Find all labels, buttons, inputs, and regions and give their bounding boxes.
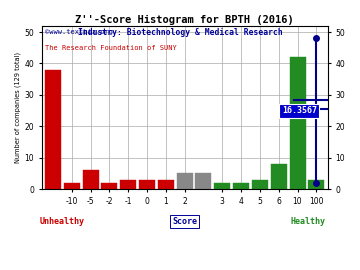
Bar bbox=[214, 183, 230, 189]
Text: Unhealthy: Unhealthy bbox=[39, 217, 84, 226]
Bar bbox=[139, 180, 155, 189]
Text: 16.3567: 16.3567 bbox=[282, 106, 317, 115]
Y-axis label: Number of companies (129 total): Number of companies (129 total) bbox=[15, 52, 22, 163]
Bar bbox=[271, 164, 287, 189]
Text: Score: Score bbox=[172, 217, 197, 226]
Title: Z''-Score Histogram for BPTH (2016): Z''-Score Histogram for BPTH (2016) bbox=[75, 15, 294, 25]
Bar bbox=[177, 173, 193, 189]
Bar bbox=[158, 180, 174, 189]
Text: The Research Foundation of SUNY: The Research Foundation of SUNY bbox=[45, 45, 176, 51]
Bar bbox=[45, 70, 61, 189]
Bar bbox=[82, 170, 99, 189]
Bar bbox=[252, 180, 268, 189]
Bar bbox=[289, 57, 306, 189]
Bar bbox=[102, 183, 117, 189]
Bar bbox=[308, 180, 324, 189]
Text: Healthy: Healthy bbox=[290, 217, 325, 226]
Bar bbox=[120, 180, 136, 189]
Bar bbox=[64, 183, 80, 189]
Text: Industry: Biotechnology & Medical Research: Industry: Biotechnology & Medical Resear… bbox=[78, 28, 282, 37]
Bar bbox=[195, 173, 211, 189]
Text: ©www.textbiz.org: ©www.textbiz.org bbox=[45, 29, 113, 35]
Bar bbox=[233, 183, 249, 189]
